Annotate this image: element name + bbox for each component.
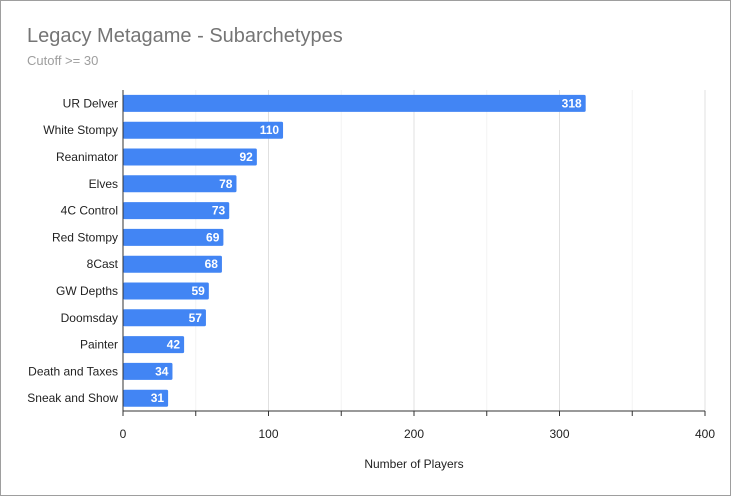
- x-axis-title: Number of Players: [364, 457, 463, 471]
- bar: [123, 389, 169, 407]
- category-label: Reanimator: [56, 150, 118, 164]
- data-label: 73: [212, 204, 226, 218]
- data-label: 78: [219, 177, 233, 191]
- data-label: 59: [191, 284, 205, 298]
- category-label: GW Depths: [56, 284, 118, 298]
- bar: [123, 336, 185, 354]
- chart-title: Legacy Metagame - Subarchetypes: [27, 25, 343, 47]
- category-label: Sneak and Show: [27, 391, 118, 405]
- data-label: 34: [155, 364, 169, 378]
- category-label: 4C Control: [61, 204, 118, 218]
- bar: [123, 94, 586, 112]
- category-label: Death and Taxes: [28, 364, 118, 378]
- bar: [123, 309, 206, 327]
- bar: [123, 202, 230, 220]
- x-tick-label: 100: [258, 427, 278, 441]
- category-label: Painter: [80, 338, 118, 352]
- x-tick-label: 400: [695, 427, 715, 441]
- data-label: 31: [151, 391, 165, 405]
- category-label: 8Cast: [87, 257, 119, 271]
- x-tick-label: 200: [404, 427, 424, 441]
- data-label: 92: [240, 150, 254, 164]
- chart-subtitle: Cutoff >= 30: [27, 53, 99, 68]
- x-tick-label: 0: [120, 427, 127, 441]
- bar: [123, 175, 237, 193]
- category-label: Elves: [89, 177, 118, 191]
- data-label: 68: [205, 257, 219, 271]
- category-label: Doomsday: [61, 311, 118, 325]
- bar: [123, 148, 257, 166]
- bar: [123, 255, 222, 273]
- data-label: 42: [167, 338, 181, 352]
- data-label: 57: [189, 311, 203, 325]
- bar: [123, 362, 173, 380]
- data-label: 318: [562, 96, 582, 110]
- category-label: White Stompy: [43, 123, 118, 137]
- bar: [123, 121, 284, 139]
- x-tick-label: 300: [549, 427, 569, 441]
- category-label: UR Delver: [63, 96, 118, 110]
- category-label: Red Stompy: [52, 230, 118, 244]
- data-label: 110: [260, 123, 280, 137]
- data-label: 69: [206, 230, 220, 244]
- bar: [123, 228, 224, 246]
- bar: [123, 282, 209, 300]
